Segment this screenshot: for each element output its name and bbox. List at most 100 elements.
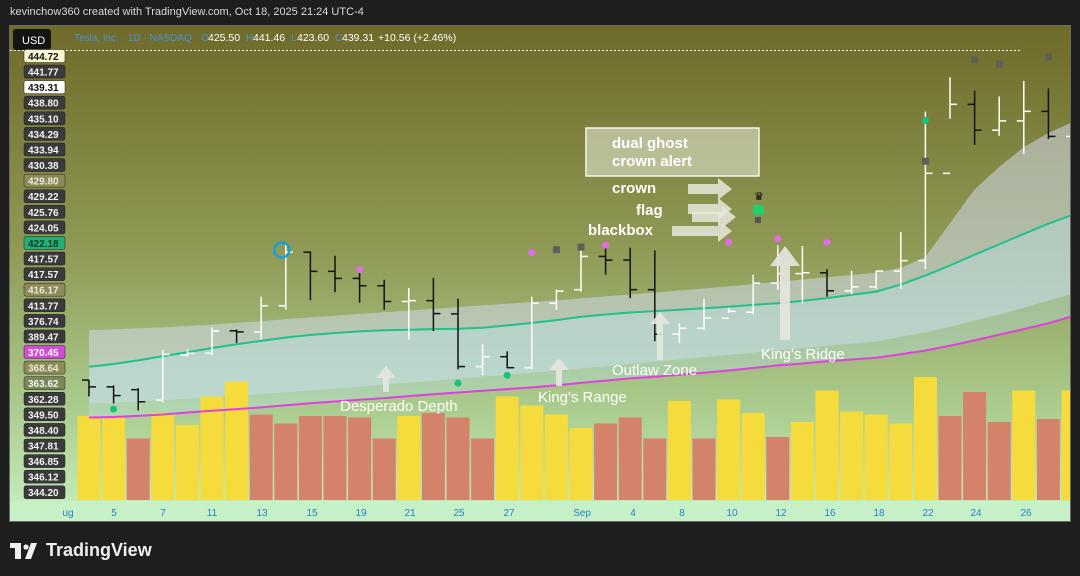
ohlc-bar [918, 111, 933, 270]
alert-box [585, 127, 760, 177]
volume-bar [1036, 419, 1060, 500]
price-scale-label-bg [23, 438, 66, 453]
ohlc-bar [328, 255, 342, 293]
volume-bar [1012, 390, 1036, 500]
tradingview-logo-icon [10, 542, 37, 559]
price-scale-label-bg [23, 127, 66, 141]
ohlc-bar [1041, 88, 1056, 139]
time-axis-tick: 18 [873, 508, 885, 519]
ohlc-bar [180, 349, 195, 357]
price-scale-label: 435.10 [28, 114, 59, 125]
crown-signal-dot [725, 238, 733, 246]
ohlc-bar [943, 77, 957, 175]
ohlc-bar [303, 251, 318, 301]
volume-bar [1061, 390, 1070, 500]
price-scale-label: 433.94 [28, 145, 59, 156]
price-scale-label: 424.05 [28, 223, 59, 234]
volume-bar [815, 390, 839, 500]
price-chart[interactable]: dual ghost crown alert crown flag blackb… [10, 26, 1071, 522]
price-scale-label: 438.80 [28, 99, 59, 110]
volume-bar [741, 413, 765, 500]
volume-bar [790, 422, 814, 500]
volume-bar [471, 438, 495, 500]
ohlc-bar [352, 268, 367, 303]
price-scale-label: 413.77 [28, 301, 59, 312]
flag-icon [753, 205, 764, 215]
outlaw-zone-label: Outlaw Zone [612, 362, 697, 379]
fast-ma-line [88, 214, 1070, 368]
price-scale-label: 422.18 [28, 239, 59, 250]
price-scale-label-bg [23, 80, 66, 94]
time-axis-tick: 15 [306, 508, 318, 519]
volume-bar [495, 396, 519, 500]
crown-label: crown [612, 180, 656, 197]
ohlc-bar [377, 279, 392, 310]
price-scale-label-bg [23, 205, 66, 219]
ohlc-bar [475, 344, 490, 376]
ohlc-bar [426, 277, 441, 332]
price-scale-label: 389.47 [28, 332, 59, 343]
price-scale-label: 344.20 [28, 488, 59, 499]
time-axis-tick: 5 [111, 508, 117, 519]
volume-bar [544, 414, 568, 500]
ohlc-bar [451, 298, 465, 370]
kings-range-label: King's Range [538, 389, 627, 406]
ohlc-bar [697, 298, 711, 331]
price-scale-label-bg [23, 469, 66, 484]
kings-ridge-arrow-icon [770, 246, 800, 340]
change-value: +10.56 (+2.46%) [378, 32, 456, 44]
price-scale-label-bg [23, 220, 66, 235]
ohlc-bar [992, 96, 1007, 136]
ohlc-bar [795, 246, 810, 304]
ohlc-bar [721, 307, 736, 319]
ohlc-bar [549, 289, 564, 310]
price-scale-label-bg [23, 189, 66, 203]
price-scale-label-bg [23, 49, 66, 63]
volume-bar [717, 399, 741, 500]
tradingview-logo: TradingView [10, 540, 152, 561]
ohlc-bar [131, 388, 146, 411]
volume-bar [77, 416, 101, 500]
ohlc-bar [967, 90, 982, 145]
kings-ridge-label: King's Ridge [761, 346, 845, 363]
price-scale-label: 417.57 [28, 270, 59, 281]
outlaw-arrow-icon [650, 312, 670, 360]
time-axis-tick: 27 [503, 508, 515, 519]
volume-bar [987, 422, 1011, 500]
currency-label: USD [22, 35, 45, 47]
time-axis-tick: 13 [256, 508, 268, 519]
price-scale-label-bg [23, 298, 66, 313]
volume-bar [963, 392, 987, 500]
ohlc-bar [254, 296, 269, 340]
alert-box-line1: dual ghost [612, 135, 688, 152]
crown-signal-dot [602, 241, 610, 249]
price-scale-label: 444.72 [28, 52, 59, 63]
price-scale-label: 429.22 [28, 192, 59, 203]
price-scale-label-bg [23, 454, 66, 468]
ohlc-bar [155, 349, 170, 403]
volume-bar [421, 413, 445, 500]
price-scale-label: 416.17 [28, 286, 59, 297]
price-scale-label-bg [23, 314, 66, 328]
price-scale-label: 347.81 [28, 442, 59, 453]
volume-bar [274, 423, 298, 500]
blackbox-icon [755, 217, 761, 223]
ohlc-bar [574, 249, 588, 292]
chart-header: kevinchow360 created with TradingView.co… [10, 6, 364, 18]
ohlc-bar [893, 231, 908, 289]
time-axis-tick: 21 [404, 508, 416, 519]
price-scale-label-bg [23, 360, 66, 375]
volume-bar [766, 437, 790, 500]
price-scale-label-bg [23, 251, 66, 266]
close-value: 439.31 [342, 32, 374, 44]
time-axis-tick: 24 [970, 508, 982, 519]
brand-name: TradingView [46, 540, 152, 560]
volume-bar [397, 416, 421, 500]
currency-button[interactable] [13, 29, 51, 50]
volume-bar [151, 413, 175, 500]
buy-signal-dot [921, 116, 929, 124]
price-scale-label: 441.77 [28, 68, 59, 79]
price-scale-label-bg [23, 267, 66, 281]
price-scale-label-bg [23, 158, 66, 172]
price-scale-label: 348.40 [28, 426, 59, 437]
